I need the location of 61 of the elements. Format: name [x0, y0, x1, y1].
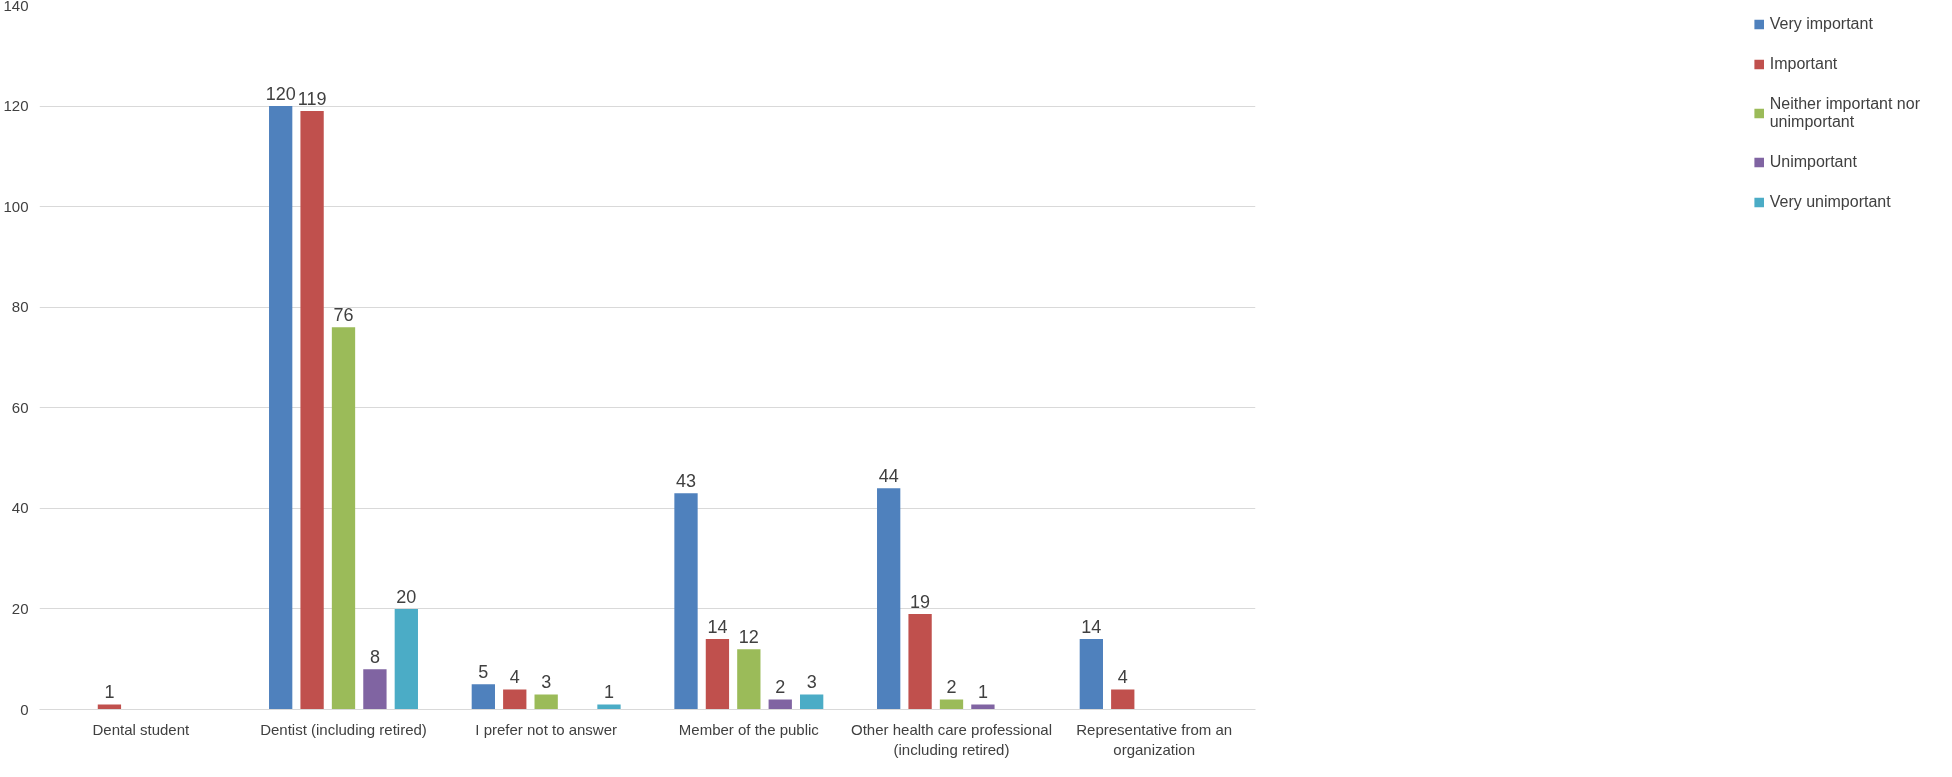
data-label: 4: [509, 667, 520, 688]
bar: [597, 704, 621, 710]
y-tick-label: 0: [20, 700, 29, 718]
legend-label: Very unimportant: [1769, 193, 1891, 211]
bar: [471, 684, 495, 710]
y-tick-label: 20: [11, 599, 29, 617]
bar: [269, 106, 293, 710]
y-tick-label: 80: [11, 298, 29, 316]
x-tick-label: Other health care professional (including retired): [851, 720, 1052, 758]
y-tick-label: 120: [3, 97, 29, 115]
bar: [503, 689, 527, 710]
y-tick-label: 60: [11, 398, 29, 416]
x-tick-label: I prefer not to answer: [475, 720, 618, 738]
data-label: 43: [676, 471, 697, 492]
bar: [331, 327, 356, 710]
y-tick-label: 40: [11, 499, 29, 517]
data-label: 119: [297, 89, 327, 110]
bar: [800, 694, 824, 710]
data-label: 8: [369, 647, 380, 668]
bar: [300, 111, 324, 710]
data-label: 12: [738, 627, 759, 648]
bar: [877, 488, 901, 710]
x-tick-label: Dentist (including retired): [260, 720, 427, 738]
legend-label: Important: [1769, 55, 1838, 73]
bar: [971, 704, 995, 710]
y-tick-label: 100: [3, 197, 29, 215]
bar: [939, 699, 964, 710]
data-label: 20: [396, 586, 417, 607]
data-label: 3: [806, 672, 817, 693]
bar: [363, 669, 387, 710]
bar: [1111, 689, 1135, 710]
data-label: 44: [878, 466, 899, 487]
bar: [737, 649, 761, 710]
legend-label: Very important: [1769, 15, 1873, 33]
data-label: 14: [1081, 617, 1102, 638]
data-label: 1: [603, 682, 614, 703]
data-label: 19: [910, 591, 931, 612]
x-tick-label: Dental student: [92, 720, 191, 738]
bar: [394, 608, 418, 710]
x-tick-label: Representative from an organization: [1076, 720, 1233, 758]
legend-label: Unimportant: [1769, 153, 1857, 171]
data-label: 1: [977, 682, 988, 703]
y-tick-label: 140: [3, 0, 29, 14]
bar: [674, 493, 698, 710]
bar: [1079, 639, 1103, 710]
data-label: 3: [541, 672, 552, 693]
bar: [705, 639, 730, 710]
data-label: 2: [775, 677, 786, 698]
bar: [908, 613, 932, 710]
bar: [534, 694, 558, 710]
bar: [97, 704, 122, 710]
legend-label: Neither important nor unimportant: [1769, 95, 1920, 131]
data-label: 1: [104, 682, 115, 703]
data-label: 120: [265, 84, 296, 105]
x-tick-label: Member of the public: [678, 720, 820, 738]
bar: [768, 699, 792, 710]
data-label: 4: [1117, 667, 1128, 688]
data-label: 14: [707, 617, 728, 638]
data-label: 5: [478, 662, 489, 683]
data-label: 76: [333, 305, 354, 326]
data-label: 2: [946, 677, 957, 698]
